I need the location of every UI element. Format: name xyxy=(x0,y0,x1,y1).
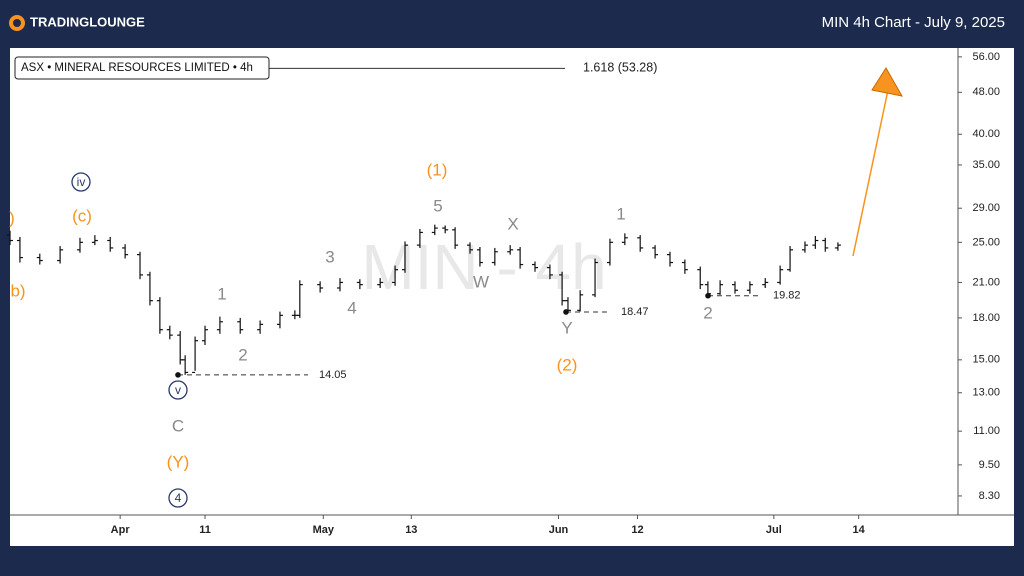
x-tick-label: Apr xyxy=(111,524,131,536)
header-title: MIN 4h Chart - July 9, 2025 xyxy=(822,14,1005,31)
wave-label: 2 xyxy=(703,303,712,322)
y-tick-label: 21.00 xyxy=(972,276,1000,288)
wave-label: (Y) xyxy=(167,452,190,471)
plot: 56.00 48.00 40.00 35.00 29.00 25.00 21.00 18.00… xyxy=(7,51,1000,536)
x-tick-label: 14 xyxy=(853,524,866,536)
x-tick-label: May xyxy=(313,524,335,536)
projection-arrow xyxy=(852,89,889,257)
y-tick-label: 29.00 xyxy=(972,202,1000,214)
y-tick-label: 48.00 xyxy=(972,86,1000,98)
wave-label: 4 xyxy=(175,491,182,505)
wave-label: b) xyxy=(10,281,25,300)
watermark: MIN - 4h xyxy=(361,231,606,303)
wave-label: 1 xyxy=(616,204,625,223)
y-tick-label: 13.00 xyxy=(972,387,1000,399)
y-tick-label: 15.00 xyxy=(972,354,1000,366)
y-tick-label: 9.50 xyxy=(979,459,1000,471)
y-tick-label: 11.00 xyxy=(973,425,1000,437)
wave-label: X xyxy=(507,214,518,233)
y-tick-label: 35.00 xyxy=(972,159,1000,171)
y-tick-label: 18.00 xyxy=(972,312,1000,324)
x-tick-label: 13 xyxy=(405,524,417,536)
y-tick-label: 25.00 xyxy=(972,236,1000,248)
x-tick-label: 12 xyxy=(631,524,643,536)
wave-label: (c) xyxy=(72,206,92,225)
level-dot xyxy=(563,309,569,315)
wave-label: W xyxy=(473,272,489,291)
wave-circle xyxy=(168,488,188,508)
y-tick-label: 8.30 xyxy=(979,490,1000,502)
wave-label: (1) xyxy=(427,160,448,179)
legend-box xyxy=(14,56,270,80)
target-label: 1.618 (53.28) xyxy=(583,61,657,75)
arrow-head xyxy=(871,67,903,97)
level-label: 14.05 xyxy=(319,369,347,381)
wave-label: Y xyxy=(561,318,572,337)
level-dot xyxy=(705,292,711,299)
wave-label: (2) xyxy=(557,355,578,374)
wave-label: 4 xyxy=(347,298,356,317)
y-tick-label: 40.00 xyxy=(972,128,1000,140)
logo: TRADINGLOUNGE xyxy=(9,14,145,31)
legend-text: ASX • MINERAL RESOURCES LIMITED • 4h xyxy=(21,62,253,74)
wave-label: 5 xyxy=(433,196,442,215)
level-label: 19.82 xyxy=(773,290,801,302)
wave-label: ) xyxy=(9,208,15,227)
wave-circle xyxy=(71,172,91,192)
wave-label: 2 xyxy=(238,345,247,364)
chart-panel xyxy=(10,48,1014,546)
level-label: 18.47 xyxy=(621,306,649,318)
y-tick-label: 56.00 xyxy=(972,51,1000,63)
level-dot xyxy=(175,372,181,378)
wave-label: 1 xyxy=(217,284,226,303)
logo-text: TRADINGLOUNGE xyxy=(30,14,145,29)
logo-icon-inner xyxy=(13,19,21,27)
wave-label: iv xyxy=(77,175,86,189)
x-tick-label: Jul xyxy=(766,524,782,536)
wave-label: 3 xyxy=(325,247,334,266)
x-tick-label: Jun xyxy=(549,524,569,536)
x-tick-label: 11 xyxy=(199,524,211,536)
wave-circle xyxy=(168,380,188,400)
wave-label: C xyxy=(172,416,184,435)
wave-label: v xyxy=(175,383,181,397)
